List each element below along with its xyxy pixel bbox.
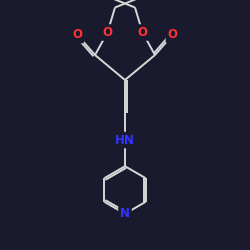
Text: O: O xyxy=(72,28,83,42)
Text: N: N xyxy=(120,207,130,220)
Text: O: O xyxy=(138,26,147,39)
Text: HN: HN xyxy=(115,134,135,146)
Text: O: O xyxy=(168,28,177,42)
Text: O: O xyxy=(102,26,113,39)
